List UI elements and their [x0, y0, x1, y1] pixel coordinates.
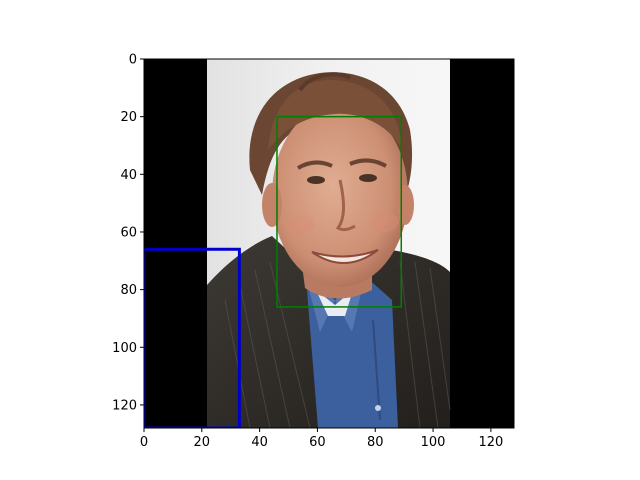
y-tick-label: 20	[120, 110, 137, 125]
x-tick-label: 60	[309, 435, 326, 450]
y-tick-label: 60	[120, 225, 137, 240]
x-tick-label: 80	[367, 435, 384, 450]
portrait-photo	[207, 59, 451, 428]
x-tick-label: 40	[251, 435, 268, 450]
face-box	[276, 115, 403, 308]
y-tick-label: 120	[112, 398, 137, 413]
x-tick-label: 100	[421, 435, 446, 450]
x-tick-label: 120	[478, 435, 503, 450]
y-tick-label: 100	[112, 341, 137, 356]
region-box	[144, 247, 241, 428]
portrait-image	[144, 59, 514, 428]
plot-frame	[143, 58, 515, 429]
x-tick-label: 0	[140, 435, 148, 450]
y-tick-label: 80	[120, 283, 137, 298]
y-tick-label: 0	[129, 53, 137, 68]
x-tick-label: 20	[194, 435, 211, 450]
y-tick-label: 40	[120, 168, 137, 183]
